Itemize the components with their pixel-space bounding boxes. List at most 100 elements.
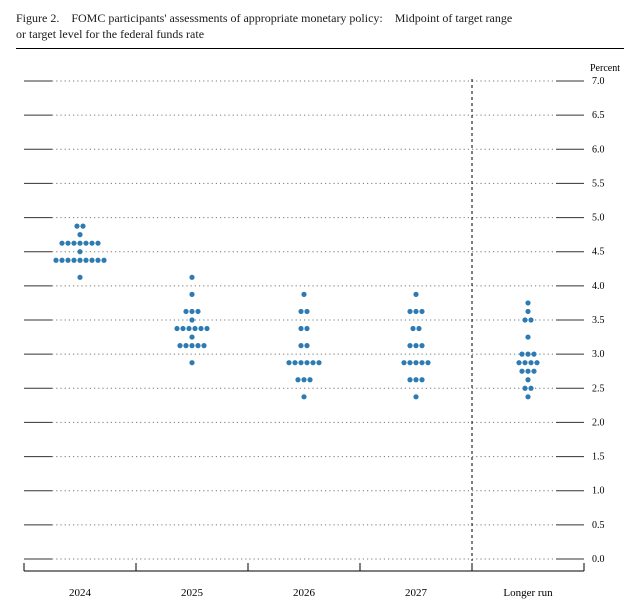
dot [413,378,418,383]
dot [286,360,291,365]
dot [528,360,533,365]
dot [413,395,418,400]
dot [101,258,106,263]
dot [71,241,76,246]
dot [189,318,194,323]
dot [413,292,418,297]
dot [71,258,76,263]
y-tick-label: 4.5 [592,247,605,258]
dot [525,335,530,340]
dot [531,352,536,357]
dot [301,395,306,400]
dot [180,326,185,331]
dot [174,326,179,331]
dot [534,360,539,365]
dot [419,309,424,314]
dot [195,343,200,348]
dot [189,360,194,365]
dot [407,343,412,348]
y-tick-label: 7.0 [592,76,605,87]
dot [307,378,312,383]
dot [80,224,85,229]
dot [528,386,533,391]
dot [298,343,303,348]
y-tick-label: 6.5 [592,111,605,122]
dot [189,275,194,280]
dot [304,360,309,365]
dot [522,318,527,323]
dot [525,301,530,306]
dot [528,318,533,323]
dot [407,309,412,314]
y-tick-label: 5.5 [592,179,605,190]
y-tick-label: 0.5 [592,520,605,531]
y-tick-label: 4.0 [592,281,605,292]
figure-title: Figure 2. FOMC participants' assessments… [16,10,624,46]
dot [77,232,82,237]
dot [89,258,94,263]
dot [177,343,182,348]
dot [189,335,194,340]
dot [419,378,424,383]
dot [304,326,309,331]
dot [304,309,309,314]
x-tick-label: 2024 [69,587,92,599]
dot [77,241,82,246]
dot [195,309,200,314]
dot [77,275,82,280]
y-tick-label: 1.0 [592,486,605,497]
dot [59,241,64,246]
dot [301,378,306,383]
dot [410,326,415,331]
dot [516,360,521,365]
dot [519,369,524,374]
dot [519,352,524,357]
dot [419,343,424,348]
x-tick-label: Longer run [503,587,553,599]
y-tick-label: 2.5 [592,384,605,395]
dot [310,360,315,365]
dot [53,258,58,263]
dot [189,309,194,314]
title-underline [16,48,624,49]
dot [413,343,418,348]
y-tick-label: 6.0 [592,145,605,156]
dot [77,249,82,254]
dot [407,360,412,365]
x-tick-label: 2027 [405,587,428,599]
y-tick-label: 5.0 [592,213,605,224]
y-tick-label: 3.0 [592,350,605,361]
dot [316,360,321,365]
dot [525,309,530,314]
dot [401,360,406,365]
dot [419,360,424,365]
dot [407,378,412,383]
figure-title-line-1: Figure 2. FOMC participants' assessments… [16,11,512,25]
dot [204,326,209,331]
dot [301,292,306,297]
dot [416,326,421,331]
dot [525,395,530,400]
dot [413,309,418,314]
dot [186,326,191,331]
dot [65,258,70,263]
dot [298,309,303,314]
dot [192,326,197,331]
dot [95,241,100,246]
dot [522,386,527,391]
dot [292,360,297,365]
dot [298,360,303,365]
dot [304,343,309,348]
y-axis-title: Percent [590,63,620,74]
dot [183,343,188,348]
dot [531,369,536,374]
y-tick-label: 1.5 [592,452,605,463]
figure-container: Figure 2. FOMC participants' assessments… [0,0,640,616]
dot [183,309,188,314]
dot [65,241,70,246]
dot [525,352,530,357]
dot [525,378,530,383]
dot [83,241,88,246]
chart-svg: Percent0.00.51.01.52.02.53.03.54.04.55.0… [16,51,624,611]
y-tick-label: 2.0 [592,418,605,429]
